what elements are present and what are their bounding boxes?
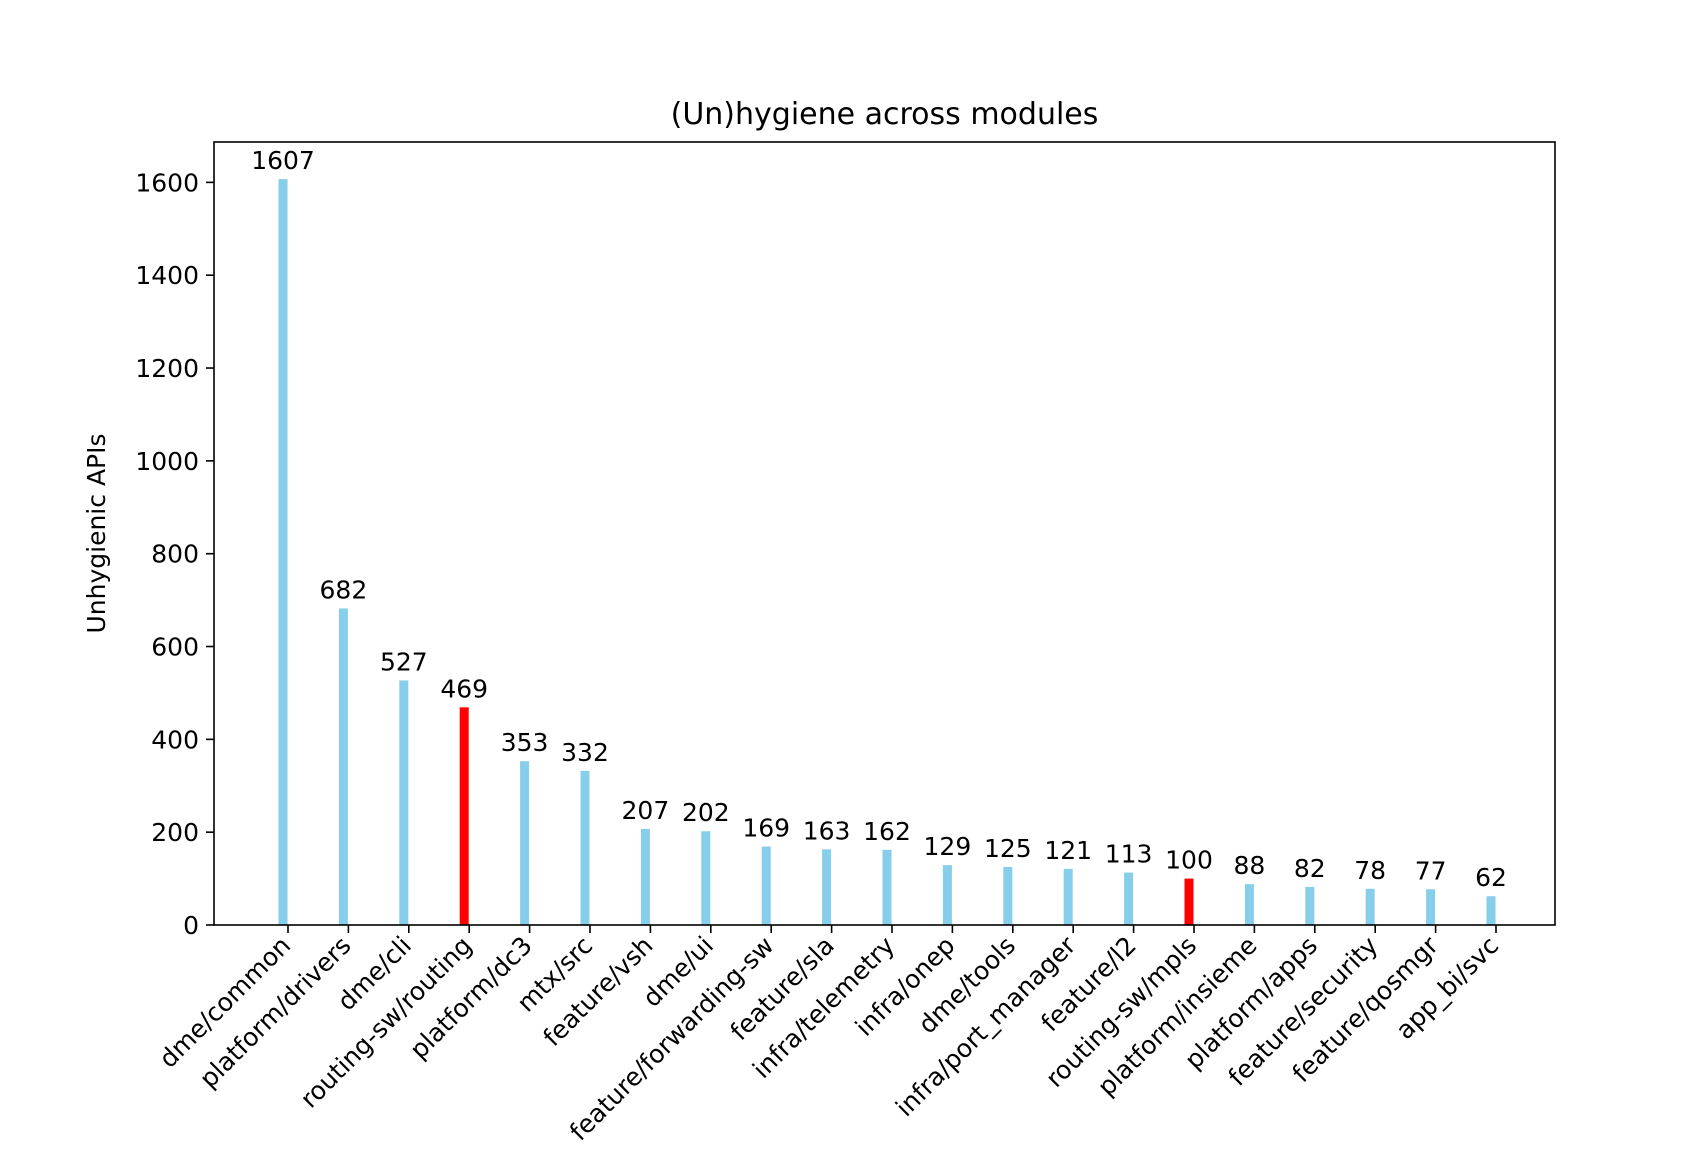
bar-0 <box>278 179 288 926</box>
bar-12 <box>1003 866 1013 925</box>
data-label-18: 78 <box>1354 856 1386 885</box>
y-tick-label-2: 400 <box>151 725 199 754</box>
bar-11 <box>942 865 952 925</box>
bar-17 <box>1305 886 1315 925</box>
y-tick-label-7: 1400 <box>135 261 199 290</box>
data-label-16: 88 <box>1233 851 1265 880</box>
bar-20 <box>1486 896 1496 925</box>
data-label-20: 62 <box>1475 863 1507 892</box>
data-label-11: 129 <box>924 832 972 861</box>
bar-10 <box>882 849 892 925</box>
data-label-13: 121 <box>1044 836 1092 865</box>
bar-5 <box>580 770 590 925</box>
bar-19 <box>1426 889 1436 925</box>
data-label-9: 163 <box>803 816 851 845</box>
data-label-1: 682 <box>320 575 368 604</box>
y-tick-label-8: 1600 <box>135 168 199 197</box>
data-label-0: 1607 <box>251 146 315 175</box>
data-label-3: 469 <box>440 674 488 703</box>
y-axis-label: Unhygienic APIs <box>82 433 111 633</box>
y-tick-label-5: 1000 <box>135 447 199 476</box>
bar-13 <box>1063 868 1073 925</box>
data-label-12: 125 <box>984 834 1032 863</box>
bar-3 <box>459 707 469 925</box>
plot-frame <box>213 141 1556 926</box>
bar-14 <box>1124 872 1134 925</box>
y-tick-label-3: 600 <box>151 633 199 662</box>
bars-layer <box>278 179 1496 926</box>
x-axis: dme/commonplatform/driversdme/clirouting… <box>153 925 1504 1146</box>
data-label-5: 332 <box>561 738 609 767</box>
bar-9 <box>822 849 832 925</box>
bar-2 <box>399 680 409 925</box>
data-label-6: 207 <box>622 796 670 825</box>
chart-title: (Un)hygiene across modules <box>671 97 1099 132</box>
data-label-4: 353 <box>501 728 549 757</box>
data-label-2: 527 <box>380 647 428 676</box>
y-tick-label-0: 0 <box>183 911 199 940</box>
bar-6 <box>640 828 650 925</box>
bar-7 <box>701 831 711 925</box>
bar-1 <box>338 608 348 925</box>
data-label-10: 162 <box>863 817 911 846</box>
y-axis: 0 200 400 600 800 1000 1200 1400 1600 <box>135 168 214 940</box>
data-label-14: 113 <box>1105 840 1153 869</box>
bar-16 <box>1244 884 1254 925</box>
data-label-15: 100 <box>1165 846 1213 875</box>
data-label-8: 169 <box>742 814 790 843</box>
data-labels-layer: 1607 682 527 469 353 332 207 202 169 163 162 129 125… <box>251 146 1507 892</box>
bar-8 <box>761 846 771 925</box>
bar-4 <box>520 761 530 925</box>
data-label-19: 77 <box>1415 856 1447 885</box>
data-label-17: 82 <box>1294 854 1326 883</box>
bar-15 <box>1184 878 1194 925</box>
y-tick-label-6: 1200 <box>135 354 199 383</box>
bar-18 <box>1365 888 1375 925</box>
y-tick-label-4: 800 <box>151 540 199 569</box>
y-tick-label-1: 200 <box>151 818 199 847</box>
data-label-7: 202 <box>682 798 730 827</box>
